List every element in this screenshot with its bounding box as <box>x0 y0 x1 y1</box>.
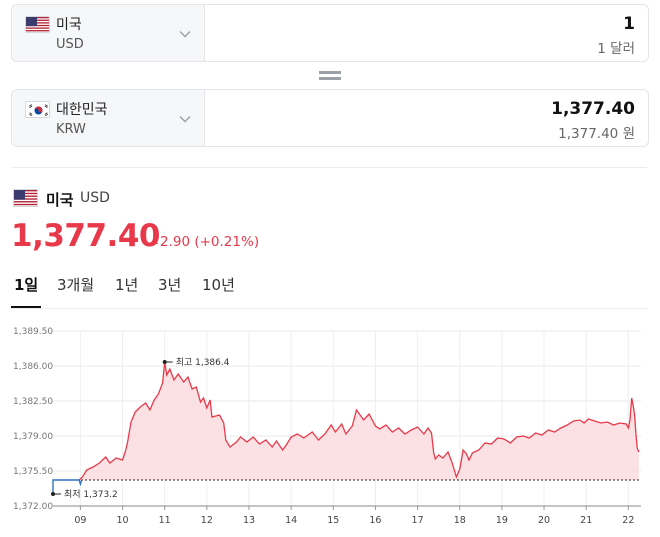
x-tick-label: 17 <box>412 515 424 526</box>
rate-change-value: 2.90 (+0.21%) <box>160 234 260 250</box>
tab-1d[interactable]: 1일 <box>14 276 39 294</box>
x-tick-label: 14 <box>285 515 297 526</box>
series-line <box>78 361 640 481</box>
active-tab-indicator <box>11 306 41 308</box>
y-tick-label: 1,386.00 <box>13 362 53 372</box>
from-country-label: 미국 <box>56 17 82 33</box>
low-segment-line <box>52 479 83 494</box>
x-tick-label: 19 <box>496 515 508 526</box>
summary-country: 미국 <box>46 191 74 209</box>
y-tick-label: 1,382.50 <box>13 397 53 407</box>
us-flag-icon <box>25 16 50 33</box>
from-currency-code: USD <box>56 37 84 52</box>
tab-1y[interactable]: 1년 <box>115 276 139 294</box>
x-tick-label: 22 <box>622 515 634 526</box>
to-amount-input[interactable]: 1,377.40 <box>551 99 635 119</box>
to-amount-text: 1,377.40 원 <box>558 126 635 142</box>
rate-chart-svg: 1,389.50 1,386.00 1,382.50 1,379.00 1,375.50… <box>13 327 641 526</box>
y-tick-label: 1,389.50 <box>13 327 53 337</box>
rate-chart: 1,389.50 1,386.00 1,382.50 1,379.00 1,375.50… <box>0 316 660 537</box>
high-label: 최고 1,386.4 <box>176 357 230 368</box>
x-tick-label: 09 <box>74 515 86 526</box>
section-divider <box>11 167 647 168</box>
x-tick-label: 15 <box>327 515 339 526</box>
x-tick-label: 18 <box>454 515 466 526</box>
x-tick-label: 20 <box>538 515 550 526</box>
low-label: 최저 1,373.2 <box>64 489 118 500</box>
tab-10y[interactable]: 10년 <box>202 276 235 294</box>
tab-3m[interactable]: 3개월 <box>57 276 95 294</box>
to-currency-select[interactable]: 대한민국 KRW <box>12 90 205 146</box>
to-currency-box: 대한민국 KRW 1,377.40 1,377.40 원 <box>11 89 649 147</box>
tabs-divider <box>11 308 647 309</box>
x-tick-label: 13 <box>243 515 255 526</box>
series-area-fill <box>79 362 639 480</box>
x-tick-label: 16 <box>369 515 381 526</box>
from-currency-select[interactable]: 미국 USD <box>12 5 205 61</box>
rate-change: 2.90 (+0.21%) <box>150 234 259 250</box>
summary-currency-code: USD <box>80 190 110 206</box>
to-currency-code: KRW <box>56 122 86 137</box>
chevron-down-icon <box>179 116 191 123</box>
y-tick-label: 1,379.00 <box>13 432 53 442</box>
x-tick-label: 21 <box>580 515 592 526</box>
kr-flag-icon <box>25 101 50 118</box>
current-rate: 1,377.40 <box>11 218 160 254</box>
from-amount-input[interactable]: 1 <box>623 14 635 34</box>
x-tick-label: 12 <box>201 515 213 526</box>
x-tick-label: 11 <box>159 515 171 526</box>
up-triangle-icon <box>150 238 158 244</box>
chevron-down-icon <box>179 31 191 38</box>
equals-icon <box>319 71 341 80</box>
from-amount-text: 1 달러 <box>597 41 635 57</box>
x-tick-label: 10 <box>117 515 129 526</box>
tab-3y[interactable]: 3년 <box>158 276 182 294</box>
from-currency-box: 미국 USD 1 1 달러 <box>11 4 649 62</box>
y-tick-label: 1,372.00 <box>13 502 53 512</box>
us-flag-icon <box>13 189 38 207</box>
y-tick-label: 1,375.50 <box>13 467 53 477</box>
to-country-label: 대한민국 <box>56 102 108 118</box>
